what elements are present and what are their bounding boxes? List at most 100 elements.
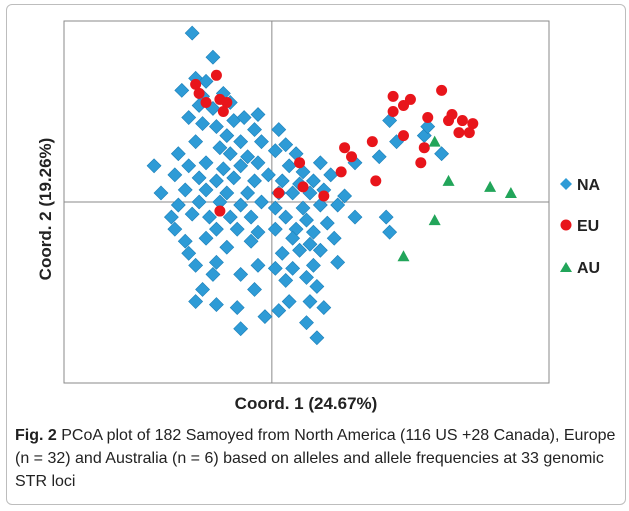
data-point-na xyxy=(312,197,328,213)
data-point-na xyxy=(250,224,266,240)
data-point-na xyxy=(337,188,353,204)
data-point-na xyxy=(198,230,214,246)
legend-label-na: NA xyxy=(577,177,601,194)
legend-item-eu: EU xyxy=(560,218,599,235)
data-point-na xyxy=(312,242,328,258)
data-point-na xyxy=(281,158,297,174)
data-point-na xyxy=(226,170,242,186)
data-point-na xyxy=(188,134,204,150)
data-point-na xyxy=(198,182,214,198)
data-point-na xyxy=(299,212,314,228)
legend-label-au: AU xyxy=(577,260,600,277)
data-point-na xyxy=(233,197,249,213)
data-point-na xyxy=(281,294,297,309)
figure-caption: Fig. 2 PCoA plot of 182 Samoyed from Nor… xyxy=(15,424,619,493)
data-point-na xyxy=(347,209,363,225)
data-point-eu xyxy=(387,90,399,102)
data-point-eu xyxy=(422,112,434,124)
data-point-au xyxy=(504,186,517,198)
data-point-eu xyxy=(297,181,309,193)
data-point-na xyxy=(306,173,321,189)
data-point-eu xyxy=(467,118,479,130)
data-point-na xyxy=(167,221,183,237)
data-point-eu xyxy=(387,106,399,117)
data-point-na xyxy=(274,245,290,261)
data-point-na xyxy=(267,143,283,159)
data-point-na xyxy=(250,257,266,273)
data-point-na xyxy=(219,128,235,144)
data-point-na xyxy=(188,257,204,273)
data-point-na xyxy=(420,119,436,135)
data-point-na xyxy=(209,173,224,189)
data-point-na xyxy=(285,260,301,276)
data-point-eu xyxy=(366,136,378,148)
data-point-na xyxy=(271,303,287,319)
data-point-na xyxy=(195,116,210,131)
data-point-na xyxy=(312,155,328,171)
series-na xyxy=(146,25,450,346)
data-point-na xyxy=(236,110,252,125)
legend: NA EU AU xyxy=(560,177,601,277)
data-point-na xyxy=(219,185,235,201)
data-point-na xyxy=(250,155,266,171)
data-point-na xyxy=(229,300,245,316)
data-points xyxy=(146,25,517,346)
data-point-au xyxy=(428,135,441,147)
caption-label: Fig. 2 xyxy=(15,427,57,444)
data-point-na xyxy=(299,315,314,331)
data-point-na xyxy=(209,297,224,312)
data-point-na xyxy=(191,170,207,186)
data-point-eu xyxy=(193,87,205,99)
data-point-na xyxy=(212,140,228,156)
data-point-eu xyxy=(335,166,347,178)
data-point-eu xyxy=(443,115,455,127)
data-point-na xyxy=(323,167,339,183)
data-point-eu xyxy=(456,115,468,127)
data-point-eu xyxy=(294,157,306,169)
data-point-eu xyxy=(210,69,222,81)
data-point-na xyxy=(222,146,238,162)
data-point-na xyxy=(181,158,197,174)
data-point-eu xyxy=(398,130,409,142)
legend-marker-au xyxy=(560,262,572,272)
data-point-na xyxy=(257,309,273,325)
data-point-na xyxy=(191,194,207,210)
data-point-na xyxy=(330,254,346,270)
data-point-na xyxy=(177,182,193,198)
data-point-na xyxy=(254,194,269,210)
data-point-na xyxy=(184,206,200,222)
data-point-na xyxy=(146,158,162,174)
data-point-eu xyxy=(418,142,430,154)
data-point-na xyxy=(247,282,262,297)
data-point-na xyxy=(330,197,346,213)
data-point-na xyxy=(278,209,294,225)
series-au xyxy=(397,135,517,262)
data-point-na xyxy=(309,330,325,346)
data-point-na xyxy=(170,146,186,162)
caption-text: PCoA plot of 182 Samoyed from North Amer… xyxy=(15,427,616,490)
data-point-eu xyxy=(339,142,351,154)
data-point-eu xyxy=(453,127,465,139)
figure-frame xyxy=(6,4,626,505)
data-point-na xyxy=(371,149,387,165)
data-point-na xyxy=(181,110,197,125)
data-point-na xyxy=(295,164,311,180)
data-point-na xyxy=(302,294,318,309)
data-point-eu xyxy=(436,84,448,96)
data-point-na xyxy=(267,200,283,216)
data-point-na xyxy=(243,209,259,225)
data-point-na xyxy=(278,273,294,288)
legend-item-au: AU xyxy=(560,260,600,277)
data-point-na xyxy=(267,260,283,276)
data-point-eu xyxy=(318,190,330,202)
data-point-na xyxy=(240,149,256,165)
data-point-na xyxy=(260,167,276,183)
data-point-na xyxy=(306,224,321,240)
data-point-na xyxy=(198,155,214,171)
legend-item-na: NA xyxy=(560,177,601,194)
data-point-na xyxy=(274,173,290,189)
data-point-eu xyxy=(273,187,285,199)
data-point-na xyxy=(378,209,394,225)
data-point-au xyxy=(442,174,455,186)
data-point-na xyxy=(181,245,197,261)
